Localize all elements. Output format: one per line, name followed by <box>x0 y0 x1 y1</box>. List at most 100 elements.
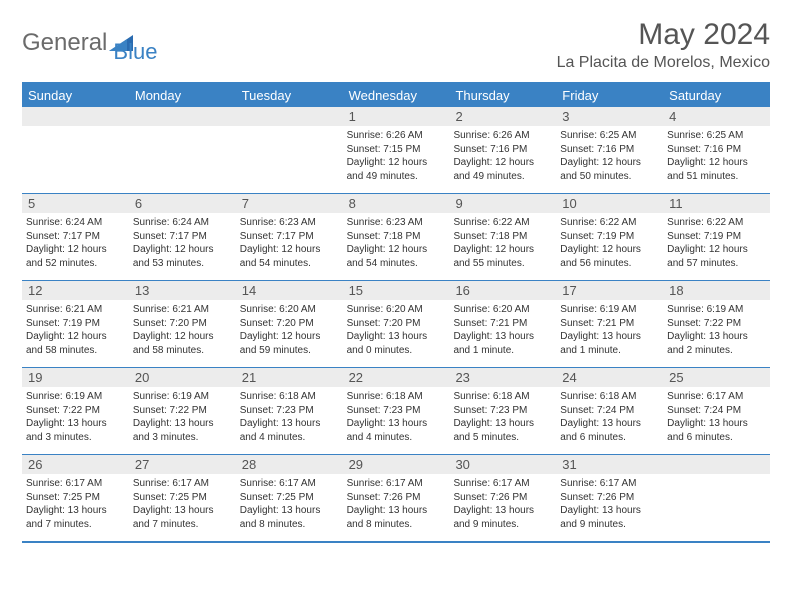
daylight-text: Daylight: 13 hours and 5 minutes. <box>453 417 552 444</box>
day-body: Sunrise: 6:22 AMSunset: 7:19 PMDaylight:… <box>556 213 663 280</box>
weekday-friday: Friday <box>556 84 663 107</box>
day-number: 29 <box>343 455 450 474</box>
day-body <box>22 126 129 193</box>
day-number: 9 <box>449 194 556 213</box>
sunrise-text: Sunrise: 6:24 AM <box>26 216 125 230</box>
sunset-text: Sunset: 7:17 PM <box>26 230 125 244</box>
day-body: Sunrise: 6:17 AMSunset: 7:25 PMDaylight:… <box>22 474 129 541</box>
day-number <box>236 107 343 126</box>
day-body: Sunrise: 6:20 AMSunset: 7:20 PMDaylight:… <box>236 300 343 367</box>
sunset-text: Sunset: 7:16 PM <box>453 143 552 157</box>
daylight-text: Daylight: 13 hours and 4 minutes. <box>347 417 446 444</box>
sunrise-text: Sunrise: 6:19 AM <box>133 390 232 404</box>
sunset-text: Sunset: 7:16 PM <box>560 143 659 157</box>
day-cell: 18Sunrise: 6:19 AMSunset: 7:22 PMDayligh… <box>663 281 770 367</box>
sunrise-text: Sunrise: 6:22 AM <box>453 216 552 230</box>
day-body: Sunrise: 6:19 AMSunset: 7:22 PMDaylight:… <box>663 300 770 367</box>
daylight-text: Daylight: 12 hours and 58 minutes. <box>133 330 232 357</box>
sunrise-text: Sunrise: 6:19 AM <box>667 303 766 317</box>
daylight-text: Daylight: 13 hours and 8 minutes. <box>240 504 339 531</box>
week-row: 12Sunrise: 6:21 AMSunset: 7:19 PMDayligh… <box>22 281 770 368</box>
sunrise-text: Sunrise: 6:23 AM <box>240 216 339 230</box>
sunrise-text: Sunrise: 6:21 AM <box>133 303 232 317</box>
weekday-header-row: Sunday Monday Tuesday Wednesday Thursday… <box>22 84 770 107</box>
day-number: 10 <box>556 194 663 213</box>
sunset-text: Sunset: 7:23 PM <box>240 404 339 418</box>
sunrise-text: Sunrise: 6:26 AM <box>347 129 446 143</box>
week-row: 5Sunrise: 6:24 AMSunset: 7:17 PMDaylight… <box>22 194 770 281</box>
day-number: 26 <box>22 455 129 474</box>
sunset-text: Sunset: 7:22 PM <box>133 404 232 418</box>
day-body: Sunrise: 6:26 AMSunset: 7:15 PMDaylight:… <box>343 126 450 193</box>
day-body: Sunrise: 6:19 AMSunset: 7:22 PMDaylight:… <box>22 387 129 454</box>
day-body: Sunrise: 6:22 AMSunset: 7:19 PMDaylight:… <box>663 213 770 280</box>
sunset-text: Sunset: 7:21 PM <box>453 317 552 331</box>
daylight-text: Daylight: 13 hours and 6 minutes. <box>560 417 659 444</box>
daylight-text: Daylight: 13 hours and 8 minutes. <box>347 504 446 531</box>
day-cell: 2Sunrise: 6:26 AMSunset: 7:16 PMDaylight… <box>449 107 556 193</box>
sunset-text: Sunset: 7:26 PM <box>560 491 659 505</box>
sunset-text: Sunset: 7:20 PM <box>347 317 446 331</box>
daylight-text: Daylight: 12 hours and 51 minutes. <box>667 156 766 183</box>
day-body: Sunrise: 6:21 AMSunset: 7:19 PMDaylight:… <box>22 300 129 367</box>
sunset-text: Sunset: 7:21 PM <box>560 317 659 331</box>
day-cell: 11Sunrise: 6:22 AMSunset: 7:19 PMDayligh… <box>663 194 770 280</box>
day-number: 1 <box>343 107 450 126</box>
logo: General Blue <box>22 24 157 62</box>
calendar: Sunday Monday Tuesday Wednesday Thursday… <box>22 82 770 543</box>
sunset-text: Sunset: 7:18 PM <box>347 230 446 244</box>
sunrise-text: Sunrise: 6:25 AM <box>667 129 766 143</box>
day-number: 15 <box>343 281 450 300</box>
day-number: 14 <box>236 281 343 300</box>
day-number: 12 <box>22 281 129 300</box>
day-body: Sunrise: 6:25 AMSunset: 7:16 PMDaylight:… <box>556 126 663 193</box>
daylight-text: Daylight: 13 hours and 9 minutes. <box>560 504 659 531</box>
day-body: Sunrise: 6:20 AMSunset: 7:21 PMDaylight:… <box>449 300 556 367</box>
sunrise-text: Sunrise: 6:18 AM <box>347 390 446 404</box>
daylight-text: Daylight: 13 hours and 7 minutes. <box>26 504 125 531</box>
daylight-text: Daylight: 13 hours and 3 minutes. <box>133 417 232 444</box>
sunrise-text: Sunrise: 6:22 AM <box>667 216 766 230</box>
day-body: Sunrise: 6:17 AMSunset: 7:24 PMDaylight:… <box>663 387 770 454</box>
weekday-tuesday: Tuesday <box>236 84 343 107</box>
sunset-text: Sunset: 7:16 PM <box>667 143 766 157</box>
daylight-text: Daylight: 12 hours and 49 minutes. <box>453 156 552 183</box>
sunset-text: Sunset: 7:17 PM <box>240 230 339 244</box>
sunrise-text: Sunrise: 6:18 AM <box>560 390 659 404</box>
day-body: Sunrise: 6:18 AMSunset: 7:23 PMDaylight:… <box>236 387 343 454</box>
day-cell <box>22 107 129 193</box>
day-number: 8 <box>343 194 450 213</box>
day-body: Sunrise: 6:22 AMSunset: 7:18 PMDaylight:… <box>449 213 556 280</box>
daylight-text: Daylight: 13 hours and 4 minutes. <box>240 417 339 444</box>
daylight-text: Daylight: 12 hours and 55 minutes. <box>453 243 552 270</box>
daylight-text: Daylight: 12 hours and 58 minutes. <box>26 330 125 357</box>
sunset-text: Sunset: 7:25 PM <box>26 491 125 505</box>
weekday-thursday: Thursday <box>449 84 556 107</box>
sunrise-text: Sunrise: 6:19 AM <box>26 390 125 404</box>
day-cell: 15Sunrise: 6:20 AMSunset: 7:20 PMDayligh… <box>343 281 450 367</box>
sunrise-text: Sunrise: 6:20 AM <box>347 303 446 317</box>
day-cell: 5Sunrise: 6:24 AMSunset: 7:17 PMDaylight… <box>22 194 129 280</box>
sunrise-text: Sunrise: 6:18 AM <box>240 390 339 404</box>
day-number: 19 <box>22 368 129 387</box>
day-body: Sunrise: 6:19 AMSunset: 7:21 PMDaylight:… <box>556 300 663 367</box>
daylight-text: Daylight: 13 hours and 6 minutes. <box>667 417 766 444</box>
sunrise-text: Sunrise: 6:23 AM <box>347 216 446 230</box>
sunset-text: Sunset: 7:26 PM <box>347 491 446 505</box>
sunrise-text: Sunrise: 6:19 AM <box>560 303 659 317</box>
sunrise-text: Sunrise: 6:17 AM <box>347 477 446 491</box>
day-number: 13 <box>129 281 236 300</box>
header: General Blue May 2024 La Placita de More… <box>22 18 770 72</box>
sunset-text: Sunset: 7:17 PM <box>133 230 232 244</box>
daylight-text: Daylight: 13 hours and 3 minutes. <box>26 417 125 444</box>
daylight-text: Daylight: 13 hours and 7 minutes. <box>133 504 232 531</box>
week-row: 26Sunrise: 6:17 AMSunset: 7:25 PMDayligh… <box>22 455 770 543</box>
day-cell: 7Sunrise: 6:23 AMSunset: 7:17 PMDaylight… <box>236 194 343 280</box>
sunrise-text: Sunrise: 6:17 AM <box>240 477 339 491</box>
day-number: 23 <box>449 368 556 387</box>
day-number: 7 <box>236 194 343 213</box>
sunrise-text: Sunrise: 6:17 AM <box>667 390 766 404</box>
day-body: Sunrise: 6:17 AMSunset: 7:25 PMDaylight:… <box>129 474 236 541</box>
day-number: 21 <box>236 368 343 387</box>
week-row: 19Sunrise: 6:19 AMSunset: 7:22 PMDayligh… <box>22 368 770 455</box>
